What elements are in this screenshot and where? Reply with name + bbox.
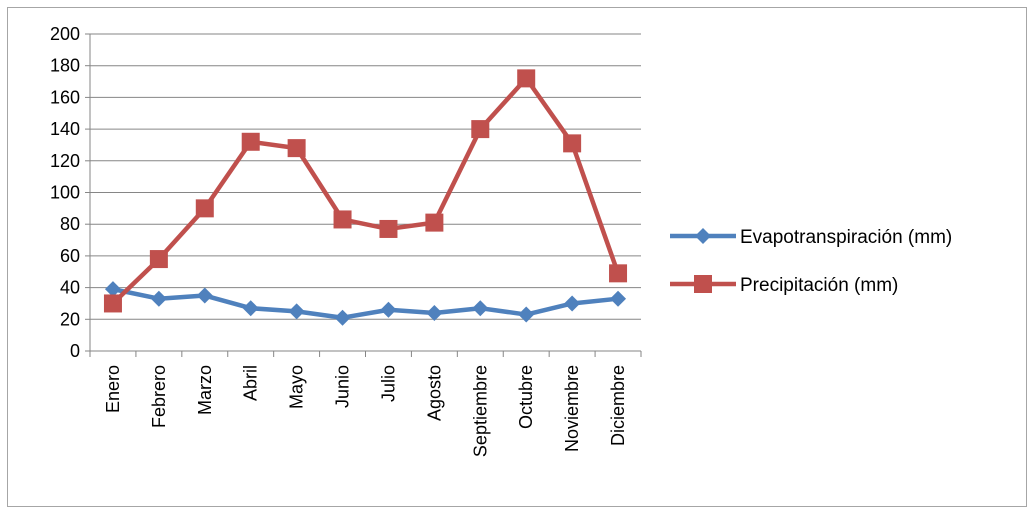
x-tick-label: Marzo bbox=[195, 365, 215, 415]
x-tick-label: Mayo bbox=[287, 365, 307, 409]
y-tick-label: 40 bbox=[60, 278, 80, 298]
x-tick-label: Enero bbox=[103, 365, 123, 413]
data-point-diamond bbox=[426, 304, 443, 321]
data-point-diamond bbox=[196, 287, 213, 304]
y-tick-label: 120 bbox=[50, 151, 80, 171]
y-tick-label: 100 bbox=[50, 183, 80, 203]
gridlines bbox=[90, 33, 641, 320]
y-tick-label: 180 bbox=[50, 56, 80, 76]
x-tick-label: Octubre bbox=[516, 365, 536, 429]
series bbox=[103, 69, 628, 326]
y-tick-label: 200 bbox=[50, 24, 80, 44]
y-tick-labels: 0 20 40 60 80 100 120 140 160 180 200 bbox=[50, 24, 80, 361]
data-point-square bbox=[471, 120, 490, 139]
data-point-square bbox=[333, 210, 352, 229]
data-point-diamond bbox=[150, 290, 167, 307]
legend: Evapotranspiración (mm) Precipitación (mm… bbox=[670, 227, 952, 296]
x-tick-label: Febrero bbox=[149, 365, 169, 428]
data-point-square bbox=[694, 275, 712, 293]
y-tick-label: 80 bbox=[60, 214, 80, 234]
data-point-diamond bbox=[472, 300, 489, 317]
x-tick-label: Septiembre bbox=[470, 365, 490, 457]
data-point-square bbox=[195, 199, 214, 218]
data-point-square bbox=[287, 139, 306, 158]
legend-entry: Precipitación (mm) bbox=[670, 275, 898, 296]
series-line bbox=[111, 76, 621, 306]
series-2 bbox=[103, 69, 628, 313]
y-tick-label: 160 bbox=[50, 87, 80, 107]
data-point-diamond bbox=[380, 301, 397, 318]
legend-entry: Evapotranspiración (mm) bbox=[670, 227, 952, 248]
data-point-diamond bbox=[610, 290, 627, 307]
data-point-diamond bbox=[695, 228, 711, 244]
data-point-square bbox=[563, 134, 582, 153]
data-point-square bbox=[241, 132, 260, 151]
x-tick-label: Agosto bbox=[424, 365, 444, 421]
data-point-diamond bbox=[564, 295, 581, 312]
data-point-square bbox=[609, 264, 628, 283]
data-point-diamond bbox=[518, 306, 535, 323]
x-tick-labels: Enero Febrero Marzo Abril Mayo Junio Julio Agos… bbox=[103, 365, 628, 457]
data-point-diamond bbox=[104, 281, 121, 298]
data-point-square bbox=[103, 294, 122, 313]
axes bbox=[85, 33, 642, 357]
x-tick-label: Julio bbox=[378, 365, 398, 402]
series-1 bbox=[104, 281, 627, 326]
series-line bbox=[112, 286, 619, 320]
y-tick-label: 20 bbox=[60, 309, 80, 329]
y-tick-label: 60 bbox=[60, 246, 80, 266]
data-point-square bbox=[517, 69, 536, 88]
legend-label: Precipitación (mm) bbox=[740, 275, 898, 296]
data-point-square bbox=[425, 213, 444, 232]
data-point-diamond bbox=[242, 300, 259, 317]
data-point-diamond bbox=[288, 303, 305, 320]
data-point-diamond bbox=[334, 309, 351, 326]
y-tick-label: 0 bbox=[70, 341, 80, 361]
x-tick-label: Diciembre bbox=[608, 365, 628, 446]
x-tick-label: Junio bbox=[333, 365, 353, 408]
legend-label: Evapotranspiración (mm) bbox=[740, 227, 952, 248]
data-point-square bbox=[149, 250, 168, 269]
x-tick-label: Noviembre bbox=[562, 365, 582, 452]
y-tick-label: 140 bbox=[50, 119, 80, 139]
data-point-square bbox=[379, 219, 398, 238]
x-tick-label: Abril bbox=[241, 365, 261, 401]
